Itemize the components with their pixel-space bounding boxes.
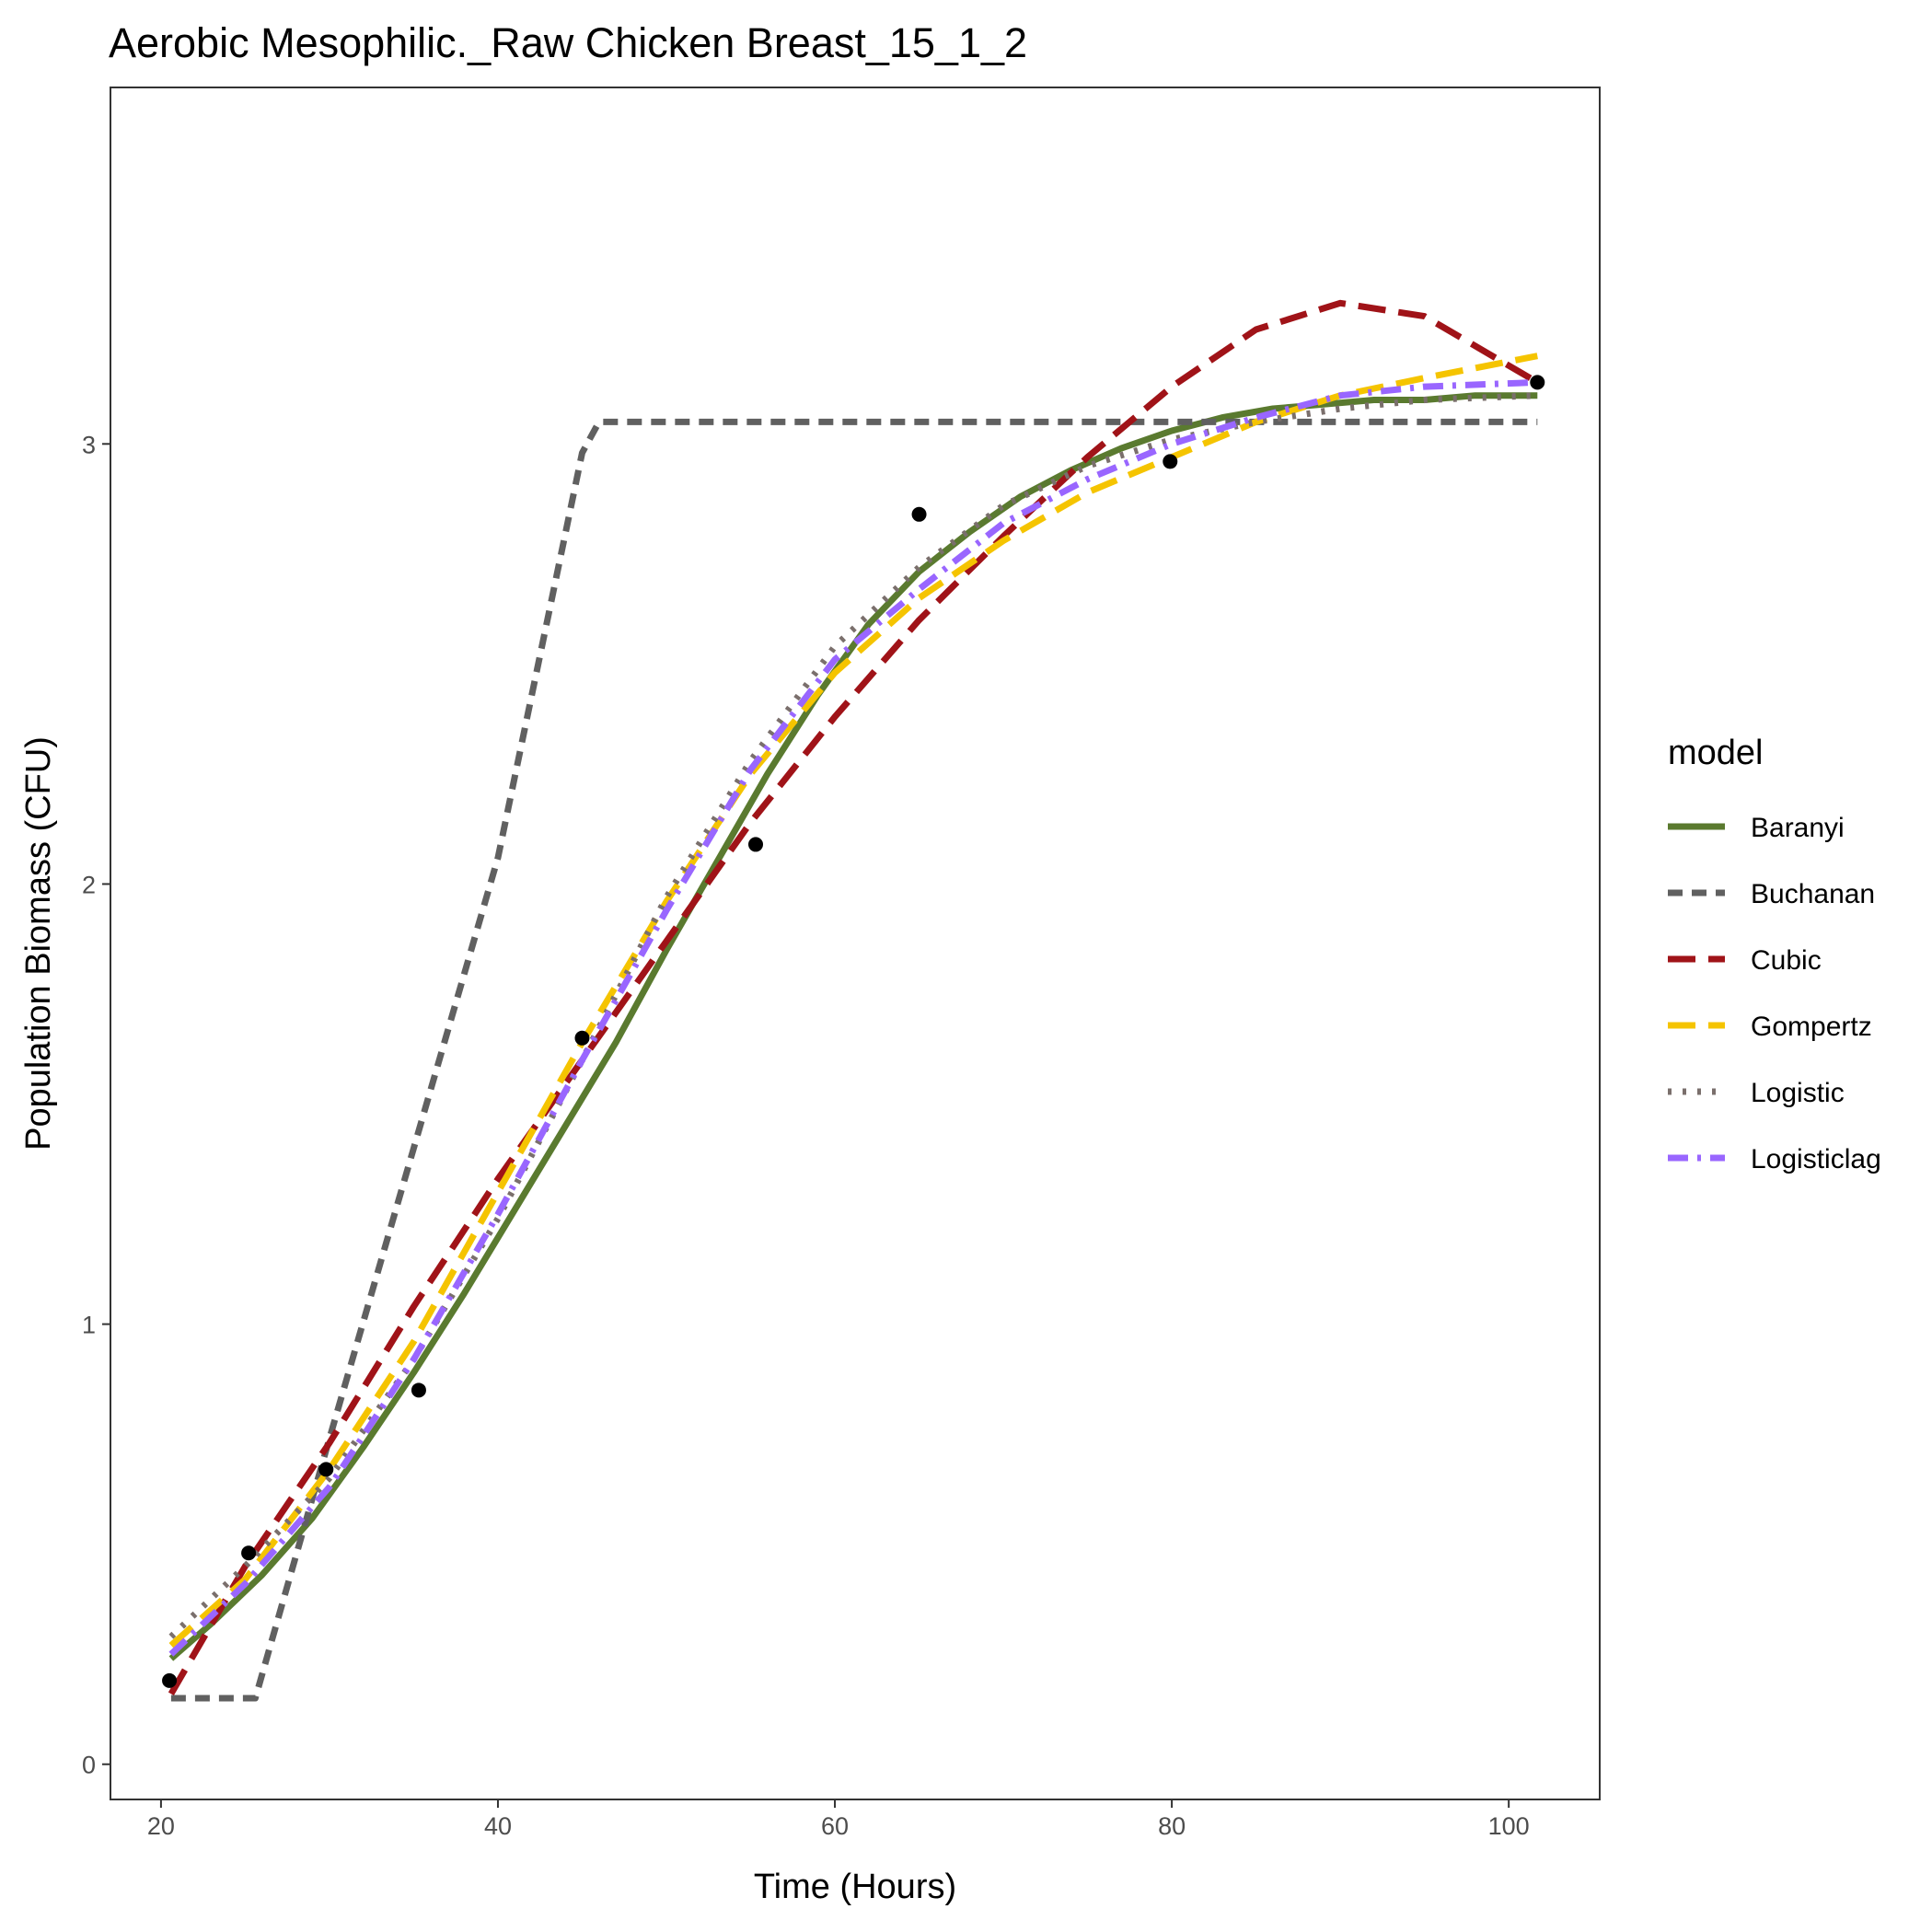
legend-label-logisticlag: Logisticlag (1751, 1144, 1881, 1174)
legend: model Baranyi Buchanan Cubic Gompertz Logist… (1668, 734, 1881, 1174)
data-point (911, 506, 927, 522)
data-point (1530, 375, 1545, 390)
legend-item-gompertz: Gompertz (1668, 1012, 1872, 1042)
x-axis-title: Time (Hours) (754, 1868, 956, 1906)
legend-item-logisticlag: Logisticlag (1668, 1144, 1881, 1174)
legend-title: model (1668, 734, 1764, 772)
data-point (318, 1462, 334, 1477)
y-tick-label: 3 (82, 431, 96, 458)
data-point (748, 837, 764, 852)
y-tick-label: 1 (82, 1312, 96, 1339)
plot-series (168, 299, 1540, 1702)
data-point (574, 1030, 590, 1046)
series-line-logisticlag (168, 378, 1538, 1657)
legend-item-buchanan: Buchanan (1668, 879, 1875, 909)
y-axis-title: Population Biomass (CFU) (19, 736, 58, 1151)
plot-title: Aerobic Mesophilic._Raw Chicken Breast_1… (109, 19, 1027, 66)
x-tick-label: 100 (1488, 1812, 1530, 1840)
y-tick-label: 2 (82, 871, 96, 898)
x-tick-label: 60 (821, 1812, 849, 1840)
x-axis: 20 40 60 80 100 (147, 1799, 1530, 1840)
data-point (1163, 454, 1178, 469)
legend-items: Baranyi Buchanan Cubic Gompertz Logistic Logi… (1668, 813, 1881, 1174)
y-axis: 0 1 2 3 (82, 431, 110, 1779)
legend-label-gompertz: Gompertz (1751, 1012, 1872, 1042)
legend-label-logistic: Logistic (1751, 1078, 1845, 1108)
x-tick-label: 20 (147, 1812, 175, 1840)
legend-label-baranyi: Baranyi (1751, 813, 1845, 843)
series-line-cubic (168, 299, 1540, 1695)
data-point (411, 1382, 426, 1398)
legend-item-cubic: Cubic (1668, 945, 1822, 976)
series-line-buchanan (170, 418, 1538, 1702)
plot-panel-border (110, 87, 1601, 1800)
series-line-gompertz (168, 353, 1538, 1649)
data-point (162, 1672, 178, 1688)
legend-label-cubic: Cubic (1751, 945, 1822, 976)
data-points (162, 375, 1545, 1688)
x-tick-label: 80 (1158, 1812, 1186, 1840)
data-point (241, 1545, 257, 1561)
legend-label-buchanan: Buchanan (1751, 879, 1875, 909)
y-tick-label: 0 (82, 1752, 96, 1779)
legend-item-logistic: Logistic (1668, 1078, 1845, 1108)
x-tick-label: 40 (484, 1812, 512, 1840)
legend-item-baranyi: Baranyi (1668, 813, 1845, 843)
